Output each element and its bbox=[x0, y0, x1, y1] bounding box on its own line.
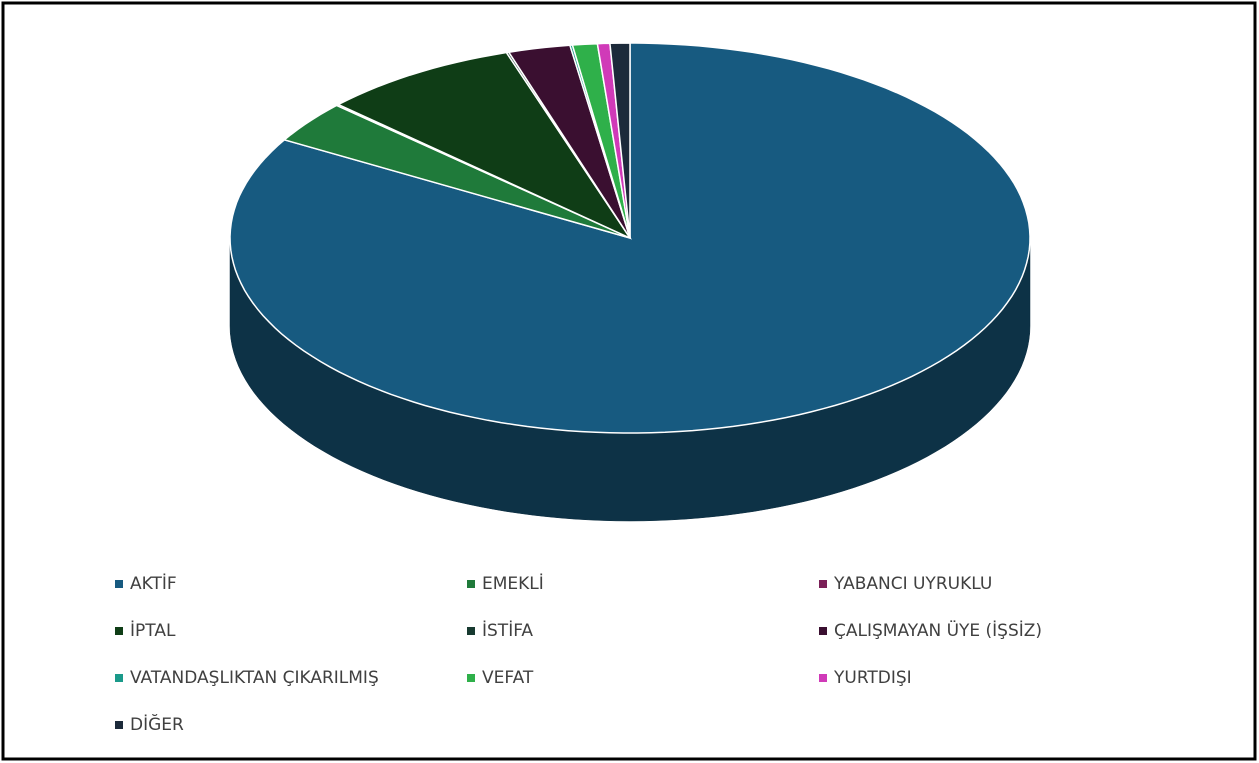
legend-label: AKTİF bbox=[130, 573, 177, 594]
legend-label: YURTDIŞI bbox=[833, 668, 912, 688]
legend-label: VATANDAŞLIKTAN ÇIKARILMIŞ bbox=[130, 668, 379, 688]
legend-swatch bbox=[115, 674, 123, 682]
pie bbox=[229, 42, 1031, 522]
slice bbox=[336, 51, 633, 240]
legend-swatch bbox=[115, 721, 123, 729]
legend-label: EMEKLİ bbox=[482, 573, 544, 594]
slice bbox=[609, 42, 631, 239]
legend-swatch bbox=[467, 627, 475, 635]
legend-swatch bbox=[467, 580, 475, 588]
legend-swatch bbox=[819, 674, 827, 682]
slice bbox=[507, 44, 631, 239]
legend-swatch bbox=[819, 627, 827, 635]
legend-swatch bbox=[115, 580, 123, 588]
legend-label: ÇALIŞMAYAN ÜYE (İŞSİZ) bbox=[834, 619, 1042, 641]
legend-label: YABANCI UYRUKLU bbox=[833, 574, 992, 594]
legend-swatch bbox=[115, 627, 123, 635]
legend-label: İPTAL bbox=[130, 620, 176, 641]
legend-label: VEFAT bbox=[482, 668, 534, 688]
slice bbox=[282, 104, 631, 239]
legend-swatch bbox=[467, 674, 475, 682]
legend-swatch bbox=[819, 580, 827, 588]
legend-label: DİĞER bbox=[130, 713, 184, 735]
legend-label: İSTİFA bbox=[482, 620, 533, 641]
legend: AKTİF EMEKLİ YABANCI UYRUKLU İPTAL İSTİFA ÇAL… bbox=[115, 573, 1042, 735]
